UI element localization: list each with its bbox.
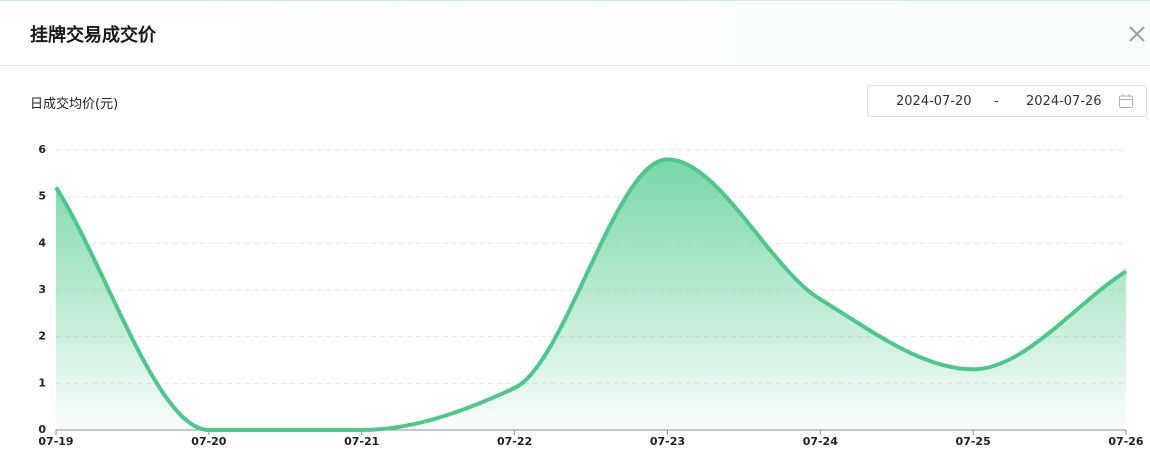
x-tick-label: 07-20 xyxy=(191,435,227,448)
y-tick-label: 3 xyxy=(38,283,46,296)
end-date[interactable]: 2024-07-26 xyxy=(1026,94,1102,109)
x-tick-label: 07-19 xyxy=(38,435,73,448)
y-axis-label: 日成交均价(元) xyxy=(30,97,119,112)
y-tick-label: 5 xyxy=(38,190,46,203)
x-tick-label: 07-25 xyxy=(956,435,991,448)
y-tick-label: 4 xyxy=(38,236,46,249)
close-button[interactable] xyxy=(1128,25,1146,43)
y-tick-label: 0 xyxy=(38,423,46,436)
x-tick-label: 07-24 xyxy=(803,435,839,448)
date-range-picker[interactable]: 2024-07-20 - 2024-07-26 xyxy=(867,85,1147,117)
y-tick-label: 6 xyxy=(38,143,46,156)
dialog-header: 挂牌交易成交价 xyxy=(0,1,1150,66)
range-separator: - xyxy=(994,94,999,109)
x-tick-label: 07-26 xyxy=(1108,435,1144,448)
y-tick-label: 2 xyxy=(38,330,46,343)
price-line xyxy=(54,157,1128,433)
y-tick-label: 1 xyxy=(38,376,46,389)
dialog-title: 挂牌交易成交价 xyxy=(30,25,156,46)
x-tick-label: 07-22 xyxy=(497,435,532,448)
x-tick-label: 07-21 xyxy=(344,435,379,448)
calendar-icon[interactable] xyxy=(1118,93,1134,109)
start-date[interactable]: 2024-07-20 xyxy=(896,94,972,109)
x-tick-label: 07-23 xyxy=(650,435,685,448)
area-fill xyxy=(56,159,1126,431)
